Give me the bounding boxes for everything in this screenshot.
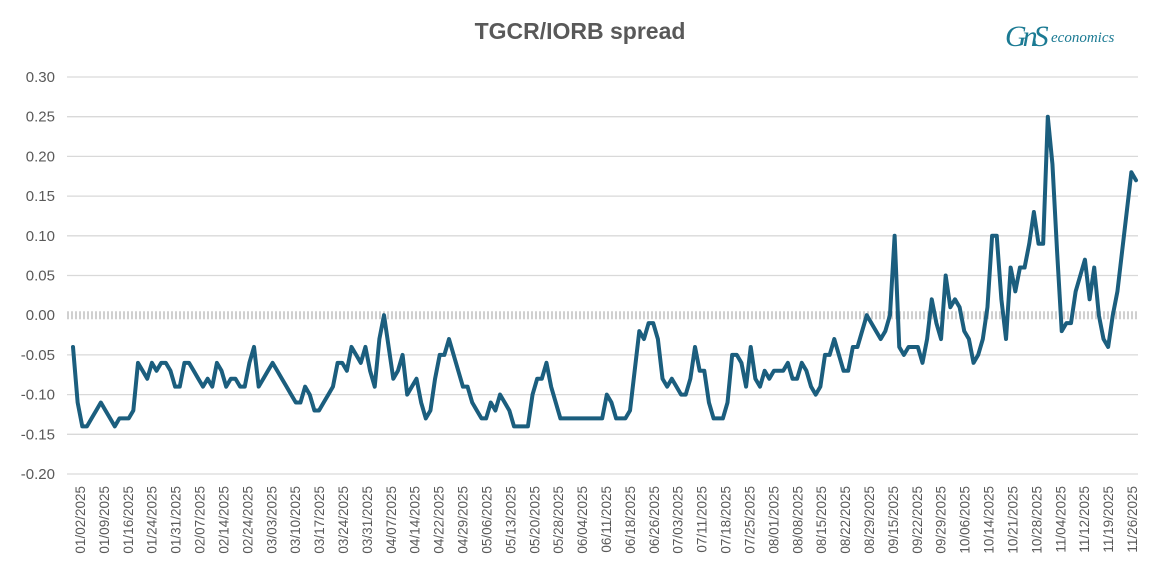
x-tick-label: 03/17/2025	[312, 486, 327, 554]
y-tick-label: 0.20	[26, 148, 55, 165]
x-tick-label: 08/29/2025	[862, 486, 877, 554]
x-tick-label: 01/24/2025	[145, 486, 160, 554]
x-tick-label: 07/11/2025	[695, 486, 710, 553]
x-tick-label: 05/20/2025	[527, 486, 542, 554]
x-tick-label: 06/26/2025	[647, 486, 662, 554]
x-tick-label: 09/29/2025	[934, 486, 949, 554]
x-tick-label: 04/14/2025	[408, 486, 423, 554]
x-tick-label: 08/01/2025	[766, 486, 781, 554]
x-tick-label: 11/04/2025	[1053, 486, 1068, 553]
x-tick-label: 09/15/2025	[886, 486, 901, 554]
x-tick-label: 01/09/2025	[97, 486, 112, 554]
x-tick-label: 04/22/2025	[432, 486, 447, 554]
x-tick-label: 05/06/2025	[479, 486, 494, 554]
x-tick-label: 02/07/2025	[193, 486, 208, 554]
y-tick-label: 0.05	[26, 268, 55, 285]
x-tick-label: 11/19/2025	[1101, 486, 1116, 553]
x-tick-label: 10/21/2025	[1005, 486, 1020, 554]
x-tick-label: 02/14/2025	[216, 486, 231, 554]
y-tick-label: 0.10	[26, 228, 55, 245]
chart-title: TGCR/IORB spread	[474, 18, 686, 44]
x-tick-label: 08/22/2025	[838, 486, 853, 554]
x-tick-label: 04/07/2025	[384, 486, 399, 554]
y-tick-label: -0.05	[21, 347, 55, 364]
x-tick-label: 11/12/2025	[1077, 486, 1092, 553]
x-tick-label: 07/18/2025	[719, 486, 734, 554]
x-tick-label: 02/24/2025	[240, 486, 255, 554]
x-tick-label: 06/04/2025	[575, 486, 590, 554]
x-tick-label: 10/14/2025	[982, 486, 997, 554]
x-tick-label: 05/13/2025	[503, 486, 518, 554]
y-tick-label: -0.15	[21, 426, 55, 443]
x-tick-label: 01/02/2025	[73, 486, 88, 554]
x-tick-label: 11/26/2025	[1125, 486, 1140, 553]
y-tick-label: 0.00	[26, 307, 55, 324]
y-tick-label: -0.10	[21, 387, 55, 404]
x-tick-label: 05/28/2025	[551, 486, 566, 554]
x-tick-label: 03/31/2025	[360, 486, 375, 554]
x-tick-label: 03/24/2025	[336, 486, 351, 554]
x-tick-label: 03/10/2025	[288, 486, 303, 554]
x-tick-label: 04/29/2025	[456, 486, 471, 554]
x-tick-label: 03/03/2025	[264, 486, 279, 554]
x-tick-label: 10/28/2025	[1029, 486, 1044, 554]
x-tick-label: 06/11/2025	[599, 486, 614, 553]
x-tick-label: 06/18/2025	[623, 486, 638, 554]
logo-mark: GnS	[1005, 20, 1049, 53]
y-tick-label: 0.15	[26, 188, 55, 205]
series-line	[71, 114, 1138, 429]
y-tick-label: 0.25	[26, 109, 55, 126]
x-tick-label: 07/03/2025	[671, 486, 686, 554]
x-tick-label: 01/16/2025	[121, 486, 136, 554]
x-tick-label: 08/15/2025	[814, 486, 829, 554]
x-tick-label: 07/25/2025	[742, 486, 757, 554]
x-tick-label: 01/31/2025	[169, 486, 184, 554]
x-tick-label: 09/22/2025	[910, 486, 925, 554]
gns-economics-logo: GnS economics	[1005, 20, 1145, 64]
y-tick-label: 0.30	[26, 69, 55, 86]
y-tick-label: -0.20	[21, 466, 55, 483]
x-tick-label: 08/08/2025	[790, 486, 805, 554]
logo-text: economics	[1051, 30, 1115, 46]
x-tick-label: 10/06/2025	[958, 486, 973, 554]
